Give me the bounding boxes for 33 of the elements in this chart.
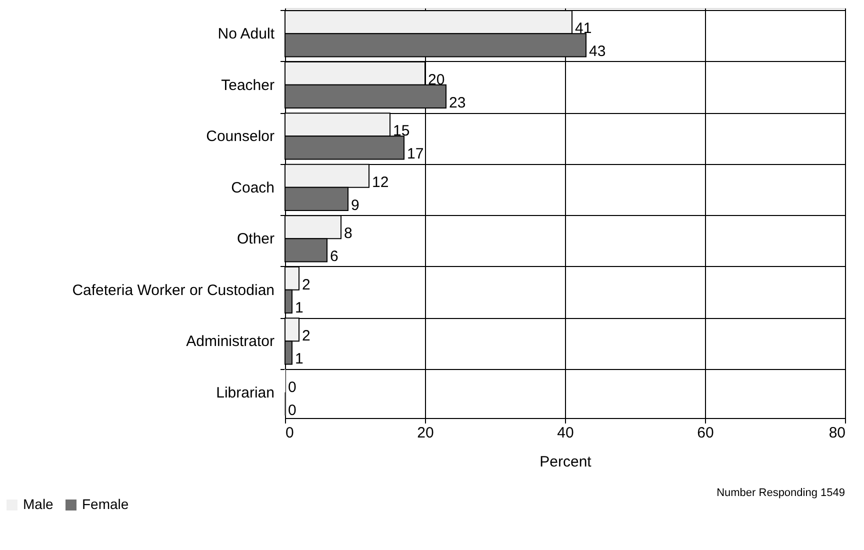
y-tick-label: Cafeteria Worker or Custodian [72,282,274,299]
data-label: 23 [449,94,466,112]
data-label: 9 [351,196,360,214]
y-tick-label: Librarian [216,384,274,402]
data-label: 0 [288,378,296,396]
data-label: 20 [428,71,445,88]
x-tick-label: 20 [417,424,434,442]
data-label: 12 [372,174,389,191]
data-label: 8 [344,225,352,242]
data-label: 17 [407,146,424,163]
x-tick-label: 40 [557,424,574,442]
y-tick-label: Other [236,230,275,248]
x-axis-title: Percent [540,454,592,470]
x-tick-label: 80 [828,424,846,442]
legend-label: Female [82,496,129,512]
data-label: 15 [393,122,410,140]
y-tick-label: Administrator [186,333,275,350]
data-label: 1 [295,350,304,368]
y-tick-label: Teacher [221,76,274,94]
data-label: 6 [330,248,338,266]
data-label: 2 [302,276,310,294]
data-label: 0 [288,402,296,419]
x-tick-label: 60 [697,424,714,442]
y-tick-label: Coach [231,179,274,196]
data-label: 41 [575,20,592,38]
data-label: 43 [589,43,606,60]
text: Number Responding 1549 [716,487,845,499]
legend-label: Male [23,496,54,512]
y-tick-label: No Adult [218,26,276,43]
data-label: 1 [295,299,304,316]
y-tick-label: Counselor [206,128,274,146]
x-tick-label: 0 [286,424,294,442]
data-label: 2 [302,328,310,345]
